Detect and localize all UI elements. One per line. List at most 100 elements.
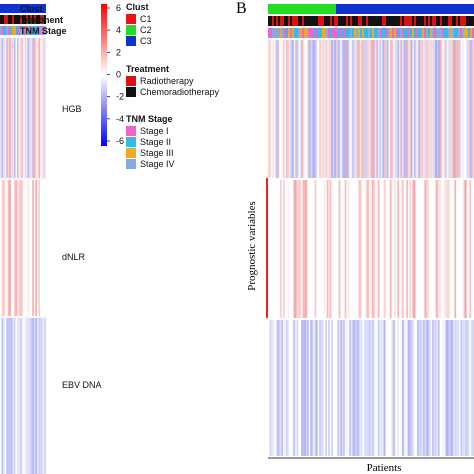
- heat-cell: [278, 320, 281, 456]
- tnm-track: [278, 28, 281, 38]
- legend-swatch: [126, 14, 136, 24]
- heat-cell: [328, 180, 330, 318]
- heat-cell: [424, 40, 427, 178]
- heat-cell: [325, 40, 327, 178]
- tnm-track: [34, 26, 37, 35]
- heat-cell: [13, 318, 16, 474]
- heat-cell: [439, 180, 442, 318]
- heat-cell: [26, 318, 28, 474]
- heat-cell: [455, 40, 458, 178]
- tnm-track: [456, 28, 459, 38]
- treatment-track: [414, 16, 416, 26]
- treatment-track: [34, 15, 36, 24]
- tnm-track: [308, 28, 311, 38]
- treatment-track: [12, 15, 14, 24]
- tnm-track: [28, 26, 31, 35]
- heat-cell: [44, 318, 47, 474]
- heat-cell: [343, 320, 345, 456]
- heat-cell: [421, 320, 424, 456]
- tnm-track: [414, 28, 417, 38]
- legend-entry-label: C3: [140, 36, 152, 46]
- tnm-track: [394, 28, 397, 38]
- heat-cell: [331, 320, 333, 456]
- track-label-treatment: Treatment: [20, 15, 63, 25]
- heat-cell: [448, 320, 451, 456]
- heat-cell: [341, 320, 344, 456]
- heat-cell: [286, 320, 288, 456]
- heat-cell: [21, 318, 24, 474]
- heat-cell: [365, 180, 368, 318]
- clust-track-c3: [336, 4, 474, 14]
- row-label-ebvdna: EBV DNA: [62, 380, 102, 390]
- heat-cell: [394, 320, 397, 456]
- tnm-track: [332, 28, 335, 38]
- tnm-track: [362, 28, 365, 38]
- heat-cell: [469, 40, 472, 178]
- tnm-track: [288, 28, 291, 38]
- heat-cell: [349, 320, 351, 456]
- tnm-track: [274, 28, 277, 38]
- heat-cell: [416, 320, 419, 456]
- tnm-track: [378, 28, 381, 38]
- heat-cell: [7, 38, 10, 178]
- color-scale-tick-label: -4: [116, 114, 124, 124]
- heat-cell: [293, 40, 296, 178]
- tnm-track: [380, 28, 383, 38]
- heat-cell: [24, 318, 27, 474]
- treatment-track: [280, 16, 282, 26]
- heat-cell: [419, 320, 422, 456]
- tnm-track: [430, 28, 433, 38]
- heat-cell: [272, 320, 275, 456]
- heat-cell: [448, 180, 451, 318]
- heat-cell: [1, 180, 4, 316]
- legend-swatch: [126, 87, 136, 97]
- heat-cell: [470, 40, 473, 178]
- color-scale-tick-label: 4: [116, 25, 121, 35]
- tnm-track: [312, 28, 315, 38]
- treatment-track: [346, 16, 348, 26]
- heat-cell: [281, 320, 284, 456]
- heat-cell: [427, 320, 430, 456]
- heat-cell: [275, 40, 278, 178]
- treatment-track: [434, 16, 436, 26]
- heat-cell: [370, 320, 372, 456]
- heat-cell: [418, 40, 421, 178]
- heat-cell: [400, 40, 403, 178]
- heat-cell: [39, 38, 42, 178]
- tnm-track: [448, 28, 451, 38]
- heat-cell: [412, 320, 415, 456]
- heat-cell: [383, 320, 386, 456]
- tnm-track: [388, 28, 391, 38]
- tnm-track: [344, 28, 347, 38]
- heat-cell: [380, 320, 383, 456]
- treatment-track: [318, 16, 320, 26]
- heat-cell: [334, 40, 336, 178]
- tnm-track: [282, 28, 285, 38]
- heat-cell: [415, 40, 418, 178]
- heat-cell: [353, 320, 356, 456]
- treatment-track: [424, 16, 426, 26]
- treatment-track: [428, 16, 430, 26]
- heat-cell: [373, 40, 375, 178]
- tnm-track: [316, 28, 319, 38]
- heat-cell: [391, 40, 394, 178]
- heat-cell: [332, 40, 335, 178]
- tnm-track: [420, 28, 423, 38]
- heat-cell: [344, 40, 347, 178]
- heat-cell: [352, 40, 354, 178]
- row-label-dnlr: dNLR: [62, 252, 86, 262]
- heat-cell: [29, 38, 31, 178]
- heat-cell: [394, 180, 397, 318]
- heat-cell: [21, 38, 24, 178]
- tnm-track: [442, 28, 445, 38]
- treatment-track: [322, 16, 324, 26]
- heat-cell: [346, 40, 348, 178]
- heat-cell: [281, 40, 284, 178]
- heat-cell: [18, 318, 21, 474]
- heat-cell: [335, 40, 338, 178]
- heat-cell: [431, 320, 434, 456]
- treatment-track: [440, 16, 442, 26]
- heat-cell: [443, 40, 446, 178]
- heat-cell: [451, 320, 454, 456]
- heat-cell: [368, 40, 371, 178]
